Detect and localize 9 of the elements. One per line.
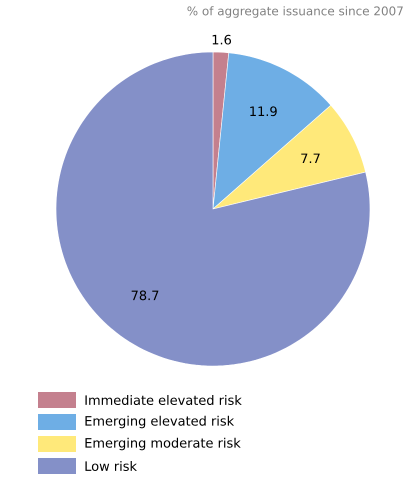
data-label: 7.7 [301,154,320,163]
legend-label: Low risk [85,460,137,472]
legend-label: Immediate elevated risk [85,394,242,406]
data-label: 78.7 [132,290,158,300]
data-label: 1.6 [212,34,232,45]
legend-label: Emerging moderate risk [85,438,241,450]
legend-label: Emerging elevated risk [85,416,234,428]
data-label: 11.9 [250,106,277,116]
chart-subtitle: % of aggregate issuance since 2007 [187,6,403,18]
